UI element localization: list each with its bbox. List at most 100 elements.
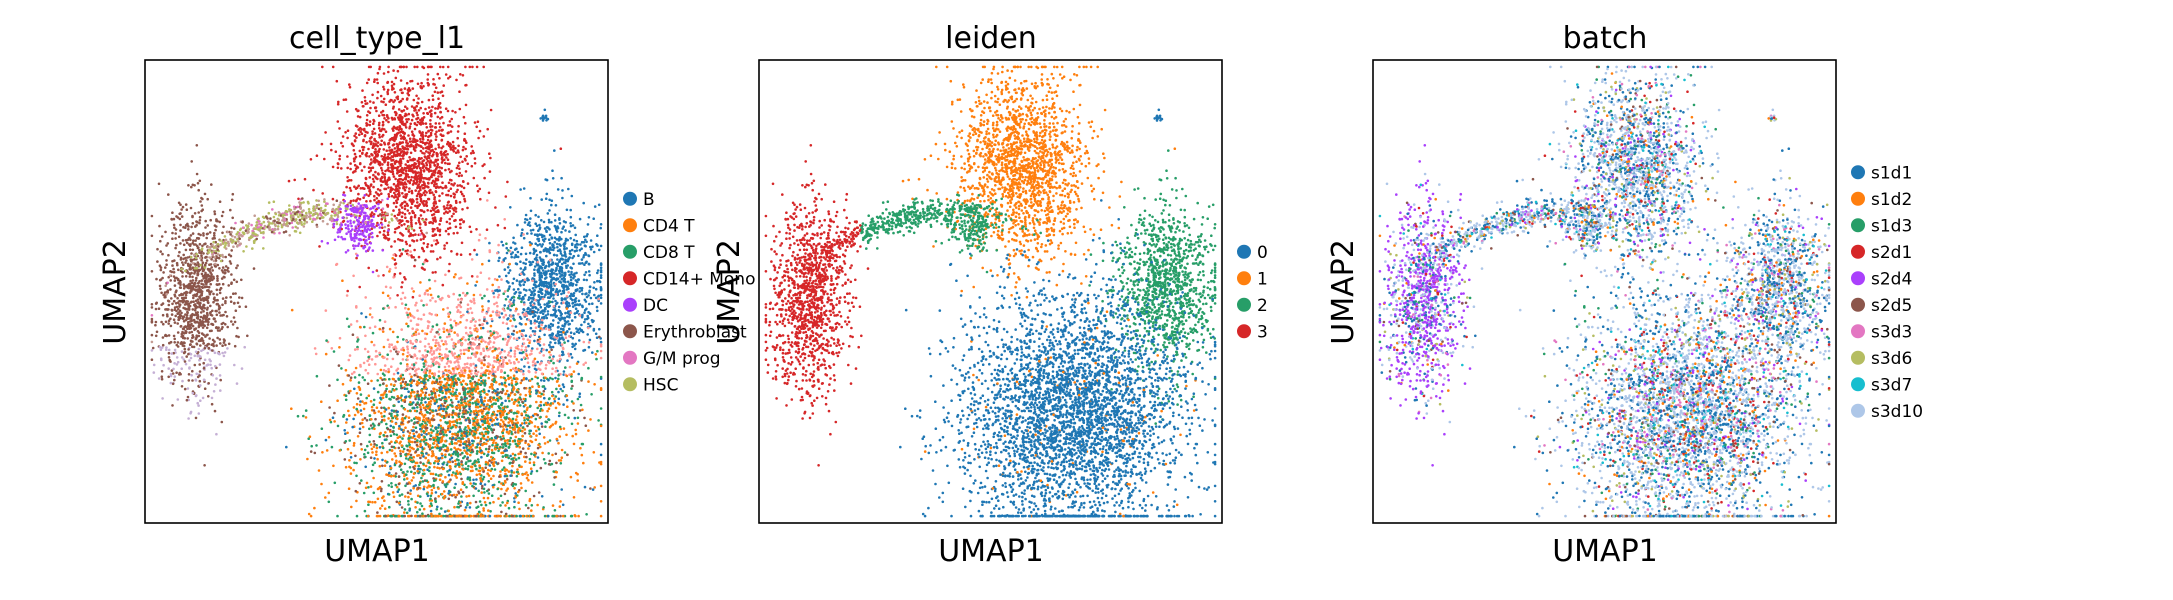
scatter-point (599, 500, 603, 503)
scatter-point (402, 195, 406, 198)
scatter-point (358, 197, 362, 201)
scatter-point (542, 379, 546, 383)
scatter-point (545, 192, 549, 196)
scatter-point (515, 255, 518, 258)
scatter-point (540, 219, 543, 222)
scatter-point (487, 399, 490, 402)
scatter-point (451, 207, 455, 210)
scatter-point (512, 367, 515, 371)
scatter-point (449, 187, 453, 190)
scatter-point (455, 172, 459, 176)
scatter-point (415, 104, 419, 108)
scatter-point (592, 217, 595, 220)
scatter-point (403, 207, 407, 211)
scatter-point (456, 394, 459, 398)
scatter-point (441, 192, 444, 195)
scatter-point (390, 194, 394, 198)
scatter-point (466, 182, 470, 185)
scatter-point (355, 256, 358, 260)
scatter-point (393, 383, 396, 387)
scatter-point (375, 109, 378, 113)
scatter-point (593, 281, 596, 284)
scatter-point (389, 286, 392, 289)
scatter-point (429, 209, 433, 213)
scatter-point (492, 464, 496, 468)
scatter-point (381, 211, 384, 214)
scatter-point (558, 236, 561, 239)
scatter-point (373, 78, 377, 81)
scatter-point (374, 362, 377, 366)
scatter-point (492, 291, 495, 295)
scatter-point (400, 121, 404, 125)
scatter-point (427, 151, 430, 154)
scatter-point (472, 176, 476, 180)
scatter-point (509, 314, 513, 318)
scatter-point (405, 242, 409, 246)
scatter-point (365, 141, 368, 144)
scatter-point (487, 389, 491, 393)
scatter-point (558, 218, 561, 221)
scatter-point (379, 177, 383, 181)
scatter-point (561, 389, 564, 393)
scatter-point (426, 245, 429, 249)
scatter-point (338, 127, 341, 130)
scatter-point (352, 149, 356, 152)
scatter-point (393, 147, 397, 150)
scatter-point (404, 240, 408, 244)
scatter-point (422, 242, 426, 245)
scatter-point (396, 182, 400, 186)
scatter-point (327, 491, 331, 495)
scatter-point (564, 261, 567, 265)
scatter-point (410, 497, 413, 501)
scatter-point (505, 389, 509, 393)
scatter-point (433, 335, 437, 339)
scatter-point (390, 159, 393, 162)
scatter-point (422, 116, 426, 119)
scatter-point (393, 110, 397, 114)
scatter-point (549, 322, 553, 326)
scatter-point (370, 316, 374, 319)
scatter-point (384, 130, 388, 133)
scatter-point (536, 268, 539, 272)
scatter-point (425, 204, 429, 208)
scatter-point (599, 484, 603, 488)
scatter-point (396, 196, 399, 199)
scatter-point (389, 151, 393, 155)
scatter-point (599, 407, 603, 410)
scatter-point (470, 275, 474, 278)
scatter-point (448, 142, 452, 145)
scatter-point (344, 398, 348, 402)
scatter-point (482, 65, 486, 69)
scatter-point (552, 319, 555, 322)
scatter-point (482, 487, 486, 491)
scatter-point (520, 300, 523, 304)
scatter-point (372, 101, 375, 104)
scatter-point (398, 125, 402, 128)
scatter-point (392, 129, 395, 132)
scatter-point (384, 103, 388, 106)
scatter-point (363, 127, 366, 131)
scatter-point (390, 148, 394, 152)
scatter-point (376, 172, 380, 176)
scatter-point (566, 315, 569, 318)
scatter-point (450, 182, 453, 186)
scatter-point (390, 84, 394, 88)
scatter-point (487, 191, 491, 195)
scatter-point (551, 367, 554, 371)
scatter-point (420, 81, 423, 85)
scatter-point (335, 79, 339, 83)
scatter-point (583, 235, 586, 239)
scatter-point (369, 307, 372, 310)
scatter-point (392, 253, 396, 257)
scatter-point (380, 480, 384, 483)
scatter-point (416, 65, 419, 69)
scatter-point (450, 456, 454, 460)
scatter-point (534, 375, 537, 379)
scatter-point (440, 161, 444, 164)
scatter-point (594, 353, 598, 356)
scatter-point (372, 476, 375, 480)
scatter-point (554, 290, 558, 293)
scatter-point (358, 403, 362, 407)
scatter-point (378, 147, 381, 151)
scatter-point (533, 272, 536, 275)
